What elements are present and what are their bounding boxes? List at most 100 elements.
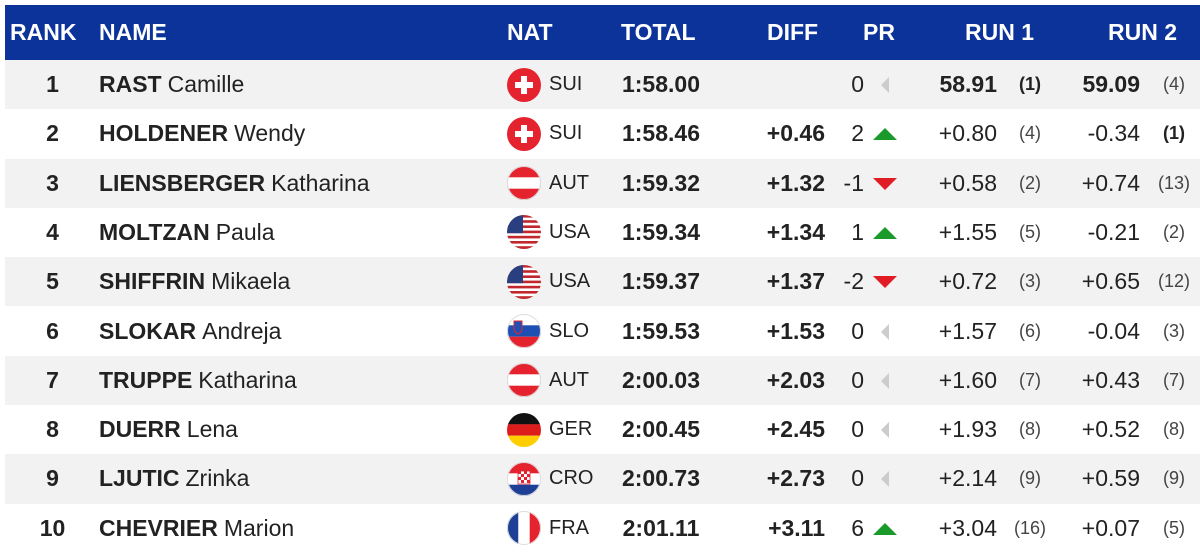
header-row: RANK NAME NAT TOTAL DIFF PR RUN 1 RUN 2 bbox=[5, 5, 1200, 60]
trend-arrow bbox=[871, 174, 899, 194]
flag-icon bbox=[507, 215, 541, 249]
rank: 2 bbox=[46, 120, 59, 147]
trend-arrow bbox=[871, 519, 899, 539]
diff: +0.46 bbox=[766, 120, 825, 147]
run1-time: +3.04 bbox=[938, 514, 997, 541]
athlete-name: SLOKAR Andreja bbox=[99, 307, 281, 356]
run2-rank: (7) bbox=[1163, 369, 1185, 390]
position-change: 0 bbox=[851, 317, 864, 344]
nation: AUT bbox=[549, 368, 589, 391]
diff: +1.53 bbox=[766, 317, 825, 344]
first-name: Katharina bbox=[198, 366, 297, 393]
position-change: 0 bbox=[851, 366, 864, 393]
result-row: 1 RAST Camille SUI 1:58.00 0 58.91 (1) 59.09 (4) bbox=[5, 60, 1200, 110]
flag-icon bbox=[507, 363, 541, 397]
trend-arrow bbox=[871, 371, 899, 391]
run1-rank: (16) bbox=[1013, 517, 1046, 538]
rank: 9 bbox=[46, 465, 59, 492]
result-row: 5 SHIFFRIN Mikaela USA 1:59.37 +1.37 -2 +0.72 (3… bbox=[5, 257, 1200, 307]
athlete-name: RAST Camille bbox=[99, 60, 244, 109]
rank: 7 bbox=[46, 366, 59, 393]
last-name: SHIFFRIN bbox=[99, 268, 206, 295]
run2-time: +0.59 bbox=[1081, 465, 1140, 492]
result-row: 3 LIENSBERGER Katharina AUT 1:59.32 +1.32 -1 +0… bbox=[5, 158, 1200, 208]
first-name: Zrinka bbox=[185, 465, 250, 492]
run1-time: +1.60 bbox=[938, 366, 997, 393]
diff: +3.11 bbox=[768, 514, 825, 541]
run2-time: +0.52 bbox=[1081, 416, 1140, 443]
total-time: 2:00.45 bbox=[621, 416, 700, 443]
run2-rank: (8) bbox=[1163, 419, 1185, 440]
nation: SUI bbox=[549, 73, 583, 95]
nation: FRA bbox=[549, 516, 589, 539]
result-row: 4 MOLTZAN Paula USA 1:59.34 +1.34 1 +1.55 (5) -0.… bbox=[5, 208, 1200, 257]
total-time: 2:00.73 bbox=[621, 465, 700, 492]
first-name: Marion bbox=[223, 514, 295, 541]
last-name: SLOKAR bbox=[99, 317, 197, 344]
run1-rank: (8) bbox=[1019, 419, 1041, 440]
header-cell: PR bbox=[863, 19, 895, 45]
position-change: 2 bbox=[851, 120, 864, 147]
result-row: 10 CHEVRIER Marion FRA 2:01.11 +3.11 6 +3.04 (16… bbox=[5, 504, 1200, 553]
run1-rank: (4) bbox=[1019, 123, 1041, 144]
last-name: LJUTIC bbox=[99, 465, 180, 492]
athlete-name: HOLDENER Wendy bbox=[99, 109, 305, 158]
trend-arrow bbox=[871, 124, 899, 144]
run2-rank: (12) bbox=[1157, 271, 1190, 292]
trend-arrow bbox=[871, 75, 899, 95]
nation: SLO bbox=[549, 319, 590, 342]
diff: +2.03 bbox=[766, 366, 825, 393]
run1-rank: (1) bbox=[1019, 74, 1041, 94]
run1-time: +1.55 bbox=[938, 218, 997, 245]
flag-icon bbox=[507, 511, 541, 545]
run2-rank: (5) bbox=[1163, 517, 1185, 538]
athlete-name: DUERR Lena bbox=[99, 405, 238, 454]
flag-icon bbox=[507, 68, 541, 102]
run1-time: +0.80 bbox=[938, 120, 997, 147]
position-change: 6 bbox=[851, 514, 864, 541]
flag-icon bbox=[507, 314, 541, 348]
run2-time: -0.04 bbox=[1087, 317, 1140, 344]
last-name: CHEVRIER bbox=[99, 514, 218, 541]
nation: USA bbox=[549, 270, 591, 293]
position-change: 1 bbox=[851, 218, 864, 245]
first-name: Camille bbox=[167, 71, 245, 97]
athlete-name: SHIFFRIN Mikaela bbox=[99, 257, 290, 306]
header-cell: RUN 1 bbox=[965, 19, 1035, 45]
trend-arrow bbox=[871, 469, 899, 489]
trend-arrow bbox=[871, 322, 899, 342]
first-name: Wendy bbox=[234, 120, 306, 147]
run1-time: +2.14 bbox=[938, 465, 997, 492]
rank: 5 bbox=[46, 268, 59, 295]
result-row: 9 LJUTIC Zrinka CRO 2:00.73 +2.73 0 +2.14 (9) +0.… bbox=[5, 454, 1200, 504]
diff: +1.37 bbox=[766, 268, 825, 295]
run2-time: +0.65 bbox=[1081, 268, 1140, 295]
first-name: Andreja bbox=[202, 317, 282, 344]
run2-rank: (13) bbox=[1157, 172, 1190, 193]
last-name: RAST bbox=[99, 71, 162, 97]
diff: +2.73 bbox=[766, 465, 825, 492]
athlete-name: MOLTZAN Paula bbox=[99, 208, 275, 257]
nation: SUI bbox=[549, 122, 583, 145]
position-change: 0 bbox=[851, 465, 864, 492]
last-name: MOLTZAN bbox=[99, 218, 210, 245]
last-name: LIENSBERGER bbox=[99, 169, 266, 196]
run1-rank: (7) bbox=[1019, 369, 1041, 390]
first-name: Lena bbox=[186, 416, 238, 443]
run2-rank: (3) bbox=[1163, 320, 1185, 341]
total-time: 2:01.11 bbox=[622, 514, 700, 541]
rank: 1 bbox=[46, 71, 59, 97]
trend-arrow bbox=[871, 420, 899, 440]
nation: GER bbox=[549, 418, 593, 441]
first-name: Mikaela bbox=[211, 268, 291, 295]
flag-icon bbox=[507, 117, 541, 151]
run2-rank: (4) bbox=[1163, 74, 1185, 94]
total-time: 1:59.32 bbox=[621, 169, 700, 196]
diff: +1.32 bbox=[766, 169, 825, 196]
last-name: HOLDENER bbox=[99, 120, 229, 147]
run2-rank: (1) bbox=[1163, 123, 1185, 144]
trend-arrow bbox=[871, 223, 899, 243]
result-row: 2 HOLDENER Wendy SUI 1:58.46 +0.46 2 +0.80 (4) -0… bbox=[5, 109, 1200, 158]
flag-icon bbox=[507, 166, 541, 200]
